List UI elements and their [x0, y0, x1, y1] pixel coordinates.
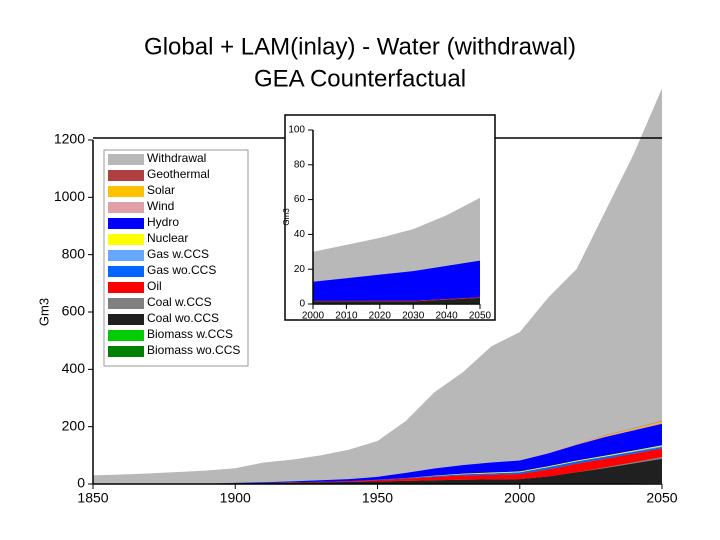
y-tick-label: 800 [62, 245, 86, 261]
x-tick-label: 1900 [220, 490, 251, 506]
legend-label: Coal wo.CCS [147, 311, 219, 325]
area [313, 297, 480, 302]
y-axis-label: Gm3 [36, 298, 51, 326]
x-tick-label: 2050 [646, 490, 677, 506]
area [93, 458, 662, 484]
legend-swatch [108, 218, 144, 229]
legend-label: Biomass w.CCS [147, 327, 233, 341]
y-tick-label: 200 [62, 417, 86, 433]
area [313, 297, 480, 304]
y-tick-label: 100 [288, 125, 305, 136]
legend-swatch [108, 266, 144, 277]
x-tick-label: 1950 [362, 490, 393, 506]
x-tick-label: 2000 [302, 311, 325, 322]
y-axis-label: Gm3 [282, 208, 291, 226]
y-tick-label: 40 [294, 229, 306, 240]
legend-swatch [108, 314, 144, 325]
y-tick-label: 60 [294, 194, 306, 205]
legend-label: Withdrawal [147, 151, 206, 165]
area [93, 448, 662, 484]
y-tick-label: 400 [62, 360, 86, 376]
legend-label: Wind [147, 199, 174, 213]
legend-label: Geothermal [147, 167, 210, 181]
y-tick-label: 0 [299, 299, 305, 310]
x-tick-label: 2000 [504, 490, 535, 506]
x-tick-label: 2020 [369, 311, 392, 322]
legend-label: Gas w.CCS [147, 247, 209, 261]
legend-swatch [108, 154, 144, 165]
y-tick-label: 600 [62, 303, 86, 319]
legend-label: Coal w.CCS [147, 295, 212, 309]
chart-title: Global + LAM(inlay) - Water (withdrawal) [144, 33, 576, 60]
area [93, 422, 662, 484]
legend-swatch [108, 282, 144, 293]
legend-swatch [108, 250, 144, 261]
legend-swatch [108, 170, 144, 181]
legend-label: Biomass wo.CCS [147, 343, 240, 357]
y-tick-label: 20 [294, 264, 306, 275]
y-tick-label: 1200 [54, 131, 85, 147]
area [93, 88, 662, 485]
legend-swatch [108, 330, 144, 341]
legend-swatch [108, 234, 144, 245]
y-tick-label: 0 [77, 475, 85, 491]
legend-label: Hydro [147, 215, 179, 229]
area [313, 260, 480, 301]
x-tick-label: 2050 [469, 311, 492, 322]
legend-label: Nuclear [147, 231, 188, 245]
x-tick-label: 2040 [435, 311, 458, 322]
legend-swatch [108, 298, 144, 309]
legend-label: Solar [147, 183, 175, 197]
x-tick-label: 2030 [402, 311, 425, 322]
chart-title: GEA Counterfactual [254, 65, 466, 92]
legend-label: Oil [147, 279, 162, 293]
area [93, 423, 662, 484]
y-tick-label: 1000 [54, 188, 85, 204]
legend-label: Gas wo.CCS [147, 263, 216, 277]
y-tick-label: 80 [294, 159, 306, 170]
x-tick-label: 1850 [77, 490, 108, 506]
legend-swatch [108, 346, 144, 357]
legend-swatch [108, 202, 144, 213]
legend-swatch [108, 186, 144, 197]
legend: Withdrawal Geothermal Solar Wind Hydro Nuclea… [103, 149, 249, 367]
x-tick-label: 2010 [335, 311, 358, 322]
